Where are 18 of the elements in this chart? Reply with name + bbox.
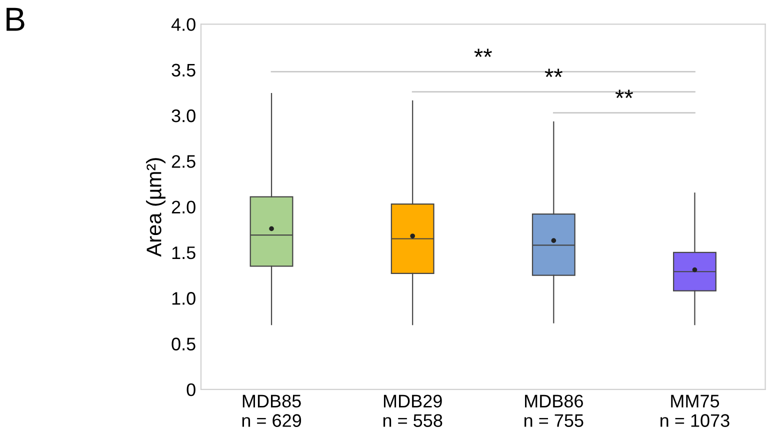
y-tick-label: 1.5 — [172, 246, 196, 260]
ref-line-label: ** — [544, 68, 562, 78]
ref-line-label: ** — [615, 90, 634, 98]
y-tick-label: 4.0 — [171, 18, 196, 31]
y-tick-label: 3.0 — [172, 109, 196, 122]
x-tick-label: MDB85 n = 629 — [242, 394, 302, 427]
ref-line-label: ** — [474, 48, 492, 57]
x-tick-label: MM75 n = 1073 — [660, 394, 730, 427]
y-tick-label: 2.5 — [172, 155, 196, 168]
y-tick-label: 3.5 — [172, 64, 196, 77]
x-tick-label: MDB86 n = 755 — [524, 394, 584, 427]
x-tick-label: MDB29 n = 558 — [383, 394, 442, 427]
y-tick-label: 1.0 — [172, 292, 196, 305]
y-tick-label: 0.5 — [172, 338, 196, 350]
y-axis-title: Area (µm²) — [146, 158, 166, 257]
y-tick-label: 0 — [186, 383, 196, 396]
y-tick-label: 2.0 — [172, 200, 196, 214]
text: B — [6, 8, 24, 31]
